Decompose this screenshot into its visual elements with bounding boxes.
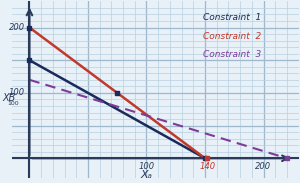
Text: XB: XB	[2, 93, 15, 103]
Text: 200: 200	[255, 162, 272, 171]
Text: 200: 200	[9, 23, 25, 32]
Text: Constraint  1: Constraint 1	[203, 13, 261, 22]
Text: 100: 100	[138, 162, 154, 171]
Text: 140: 140	[199, 162, 215, 171]
Text: 100: 100	[7, 101, 19, 106]
Text: Xₐ: Xₐ	[140, 170, 152, 180]
Text: 100: 100	[9, 88, 25, 97]
Text: Constraint  2: Constraint 2	[203, 31, 261, 40]
Text: Constraint  3: Constraint 3	[203, 50, 261, 59]
